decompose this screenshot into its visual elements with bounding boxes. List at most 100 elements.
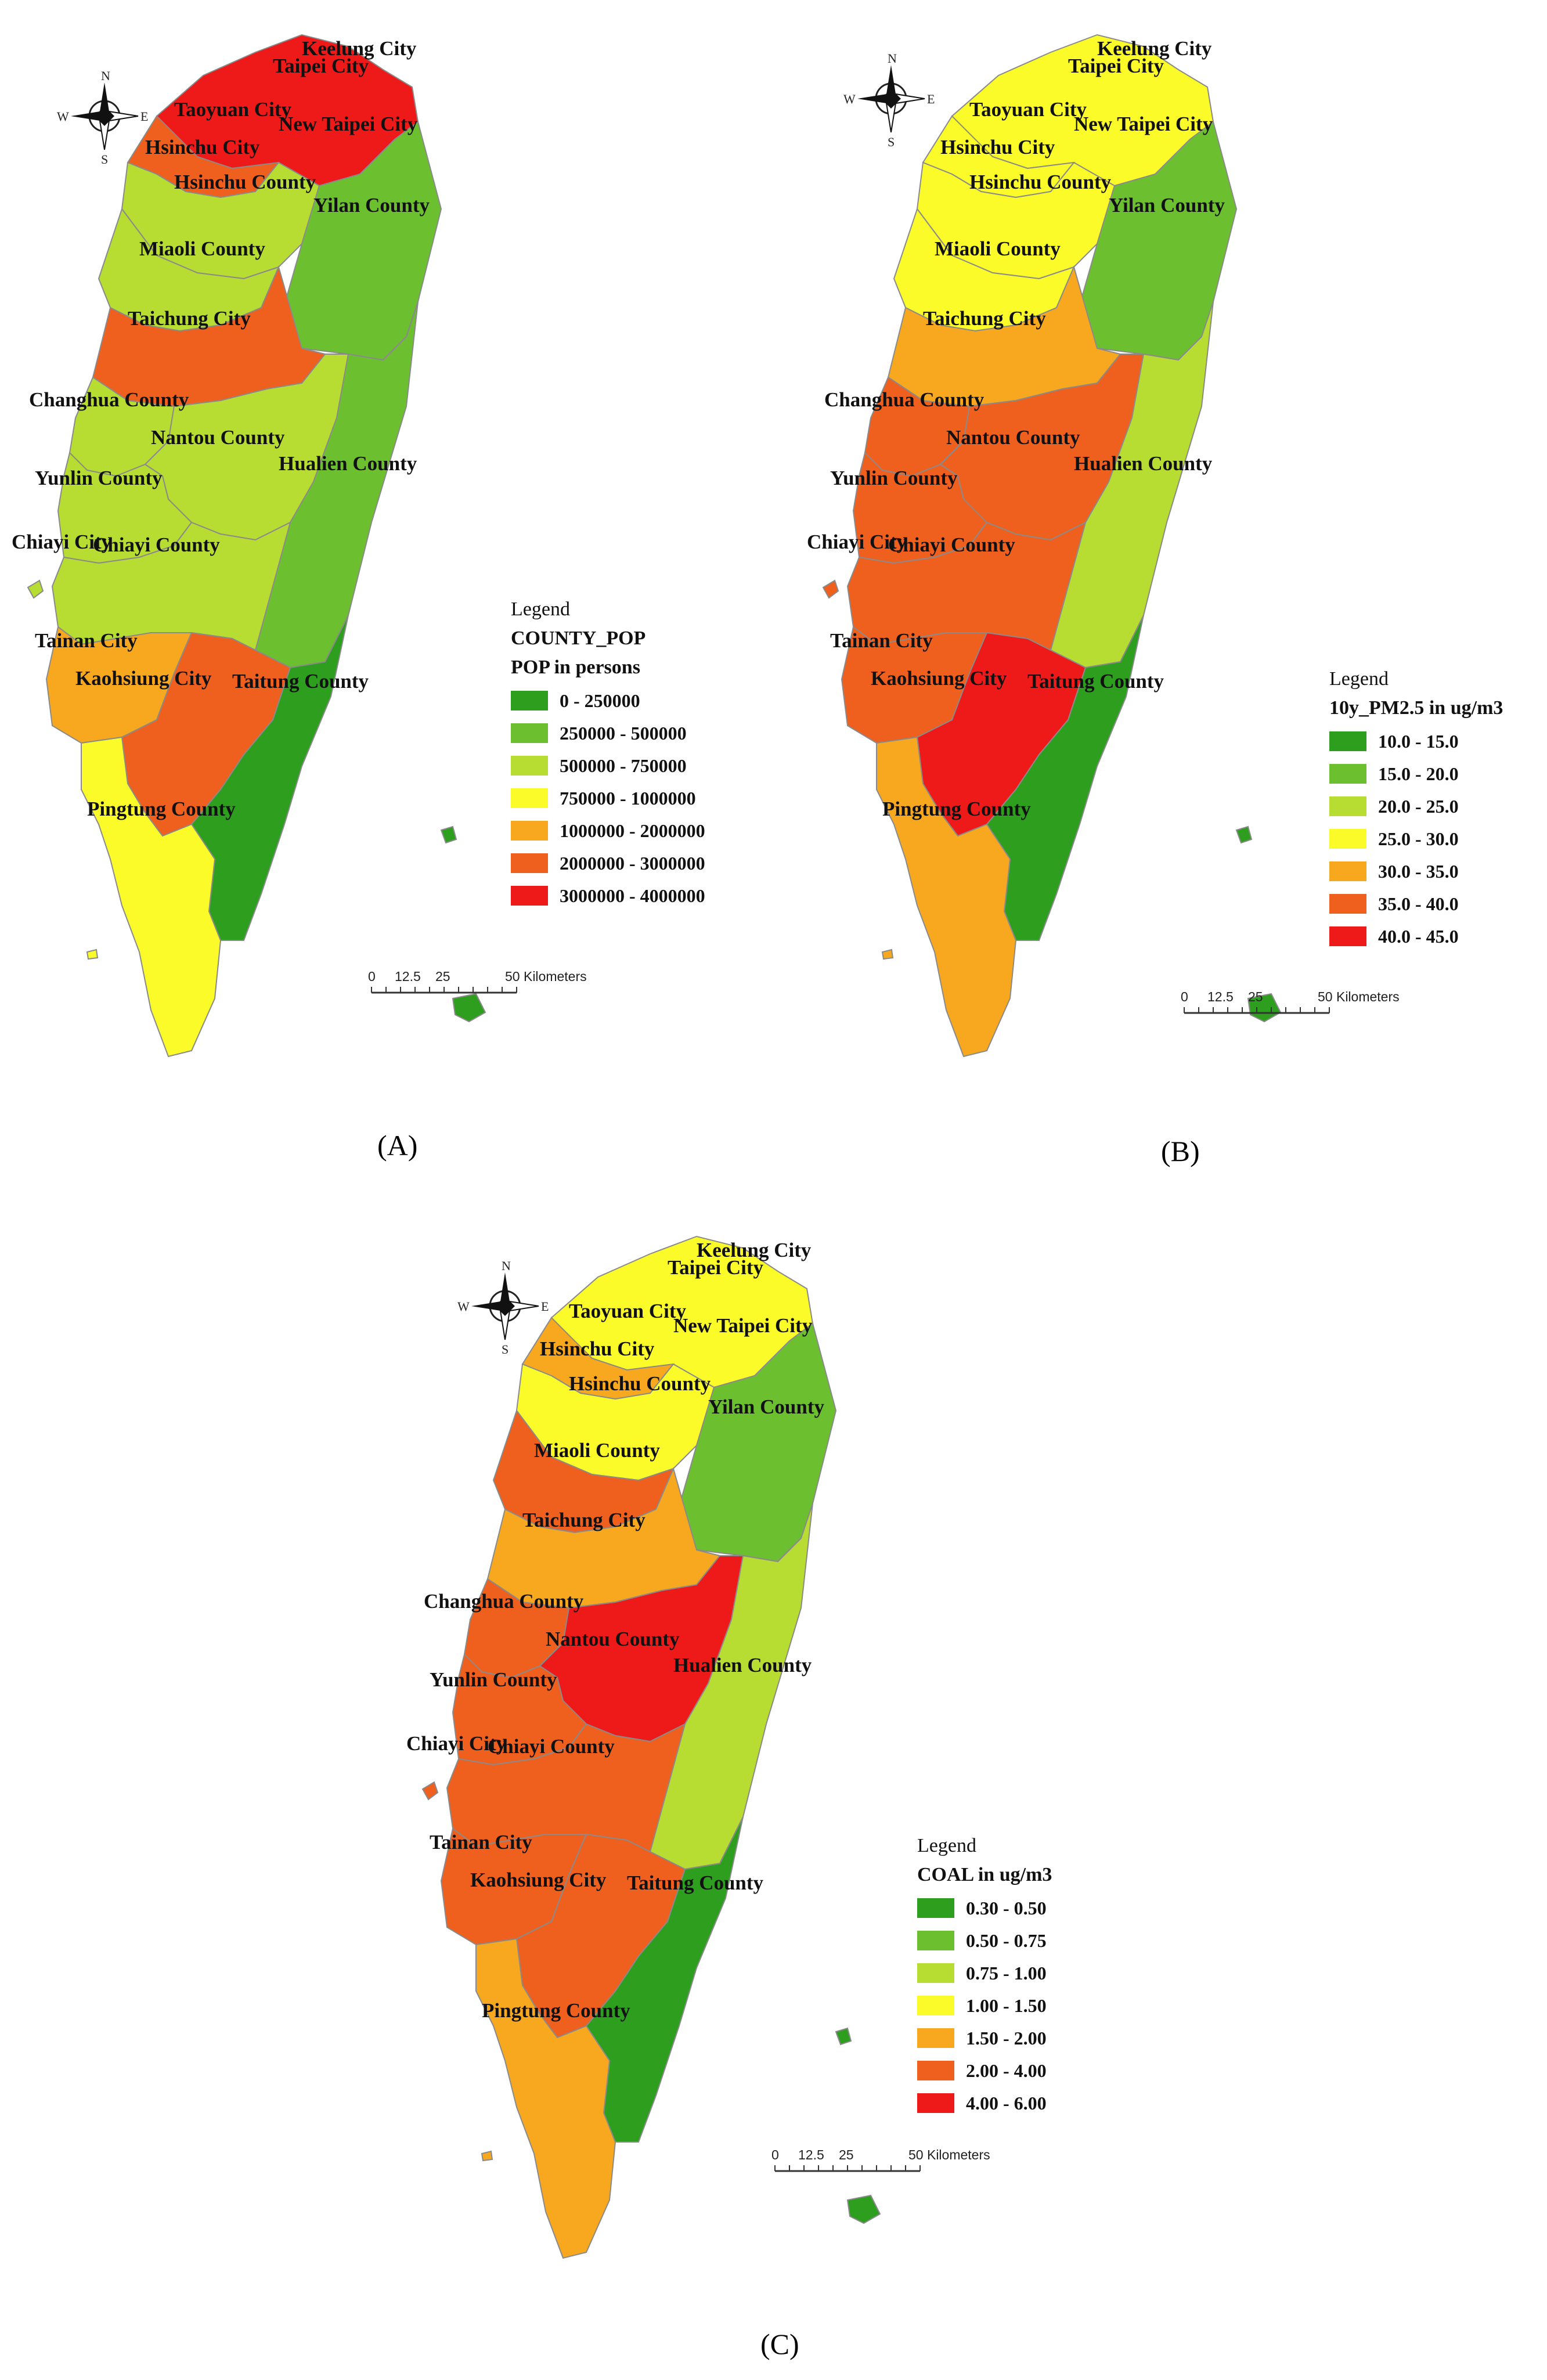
scale-tick-12.5: 12.5: [395, 969, 421, 984]
legend-swatch: [511, 723, 548, 743]
legend-class-label: 0.30 - 0.50: [966, 1898, 1047, 1919]
label-keelung: Keelung City: [302, 37, 417, 60]
compass-s: S: [888, 135, 895, 149]
scale-bar: 0 12.5 25 50 Kilometers: [1181, 989, 1400, 1014]
legend-layer: COAL in ug/m3: [917, 1864, 1052, 1885]
label-taoyuan: Taoyuan City: [569, 1300, 686, 1322]
legend: Legend 10y_PM2.5 in ug/m3 10.0 - 15.0 15.0 …: [1329, 668, 1503, 947]
legend-heading: Legend: [511, 598, 570, 620]
legend-swatch: [511, 756, 548, 776]
region-pingtung: [475, 1938, 616, 2259]
island-penghu: [421, 1781, 439, 1801]
legend-class-label: 3000000 - 4000000: [560, 885, 705, 906]
scale-tick-50: 50 Kilometers: [908, 2147, 990, 2162]
label-hsinchu-county: Hsinchu County: [174, 171, 316, 193]
label-chiayi-county: Chiayi County: [93, 533, 220, 556]
compass-n: N: [101, 68, 110, 83]
label-yilan: Yilan County: [1109, 194, 1225, 217]
legend-class-label: 0.50 - 0.75: [966, 1930, 1047, 1951]
island-green: [440, 825, 457, 844]
legend-class-label: 500000 - 750000: [560, 755, 687, 776]
island-green: [1235, 825, 1253, 844]
legend-swatch: [1329, 926, 1366, 946]
north-arrow-icon: N S E W: [457, 1258, 549, 1357]
label-tainan: Tainan City: [430, 1831, 532, 1853]
island-liuqiu: [481, 2150, 493, 2162]
legend-swatch: [1329, 764, 1366, 784]
panel-label-c: (C): [760, 2328, 799, 2360]
legend-swatch: [511, 821, 548, 841]
compass-s: S: [502, 1342, 509, 1357]
label-tainan: Tainan City: [830, 629, 933, 652]
label-yunlin: Yunlin County: [430, 1668, 557, 1691]
legend-swatch: [917, 1963, 954, 1983]
legend-swatch: [917, 2061, 954, 2080]
island-orchid: [1247, 993, 1282, 1023]
scale-tick-0: 0: [771, 2147, 779, 2162]
label-hualien: Hualien County: [279, 452, 417, 475]
legend-swatch: [917, 2093, 954, 2113]
label-hualien: Hualien County: [673, 1654, 812, 1676]
label-changhua: Changhua County: [29, 388, 189, 411]
label-taipei: Taipei City: [668, 1256, 763, 1279]
region-taitung: [986, 615, 1144, 941]
compass-w: W: [57, 109, 69, 124]
label-yunlin: Yunlin County: [35, 467, 163, 489]
label-hualien: Hualien County: [1074, 452, 1213, 475]
legend-swatch: [1329, 796, 1366, 816]
legend-swatch: [917, 1898, 954, 1918]
scale-tick-12.5: 12.5: [798, 2147, 824, 2162]
label-changhua: Changhua County: [824, 388, 985, 411]
label-taichung: Taichung City: [923, 307, 1046, 330]
legend-class-label: 20.0 - 25.0: [1378, 796, 1459, 817]
label-taipei: Taipei City: [1068, 55, 1164, 77]
label-miaoli: Miaoli County: [534, 1439, 660, 1462]
legend-heading: Legend: [917, 1835, 976, 1856]
legend-swatch: [1329, 829, 1366, 849]
label-taitung: Taitung County: [627, 1871, 764, 1894]
label-miaoli: Miaoli County: [935, 237, 1061, 260]
legend-class-label: 0.75 - 1.00: [966, 1963, 1047, 1984]
legend-layer: COUNTY_POP: [511, 628, 646, 649]
legend-swatch: [917, 1931, 954, 1950]
scale-bar: 0 12.5 25 50 Kilometers: [368, 969, 587, 994]
label-nantou: Nantou County: [546, 1628, 680, 1650]
compass-w: W: [843, 92, 856, 106]
compass-s: S: [101, 152, 108, 167]
legend-swatch: [511, 886, 548, 906]
legend-swatch: [1329, 861, 1366, 881]
island-liuqiu: [881, 949, 894, 960]
label-hsinchu-county: Hsinchu County: [969, 171, 1112, 193]
scale-tick-25: 25: [1248, 989, 1263, 1004]
label-nantou: Nantou County: [946, 426, 1080, 449]
legend-class-label: 250000 - 500000: [560, 723, 687, 744]
island-liuqiu: [86, 949, 99, 960]
label-new-taipei: New Taipei City: [1074, 113, 1213, 135]
legend-class-label: 1000000 - 2000000: [560, 820, 705, 841]
legend-class-label: 35.0 - 40.0: [1378, 893, 1459, 914]
island-orchid: [846, 2194, 881, 2224]
label-taichung: Taichung City: [522, 1509, 646, 1531]
legend-swatch: [1329, 894, 1366, 914]
label-taitung: Taitung County: [232, 670, 369, 693]
legend-layer: 10y_PM2.5 in ug/m3: [1329, 697, 1503, 719]
legend-class-label: 2.00 - 4.00: [966, 2060, 1047, 2081]
legend-class-label: 750000 - 1000000: [560, 788, 696, 809]
label-chiayi-county: Chiayi County: [488, 1735, 615, 1758]
legend-class-label: 1.50 - 2.00: [966, 2028, 1047, 2049]
region-pingtung: [81, 736, 222, 1058]
label-yilan: Yilan County: [708, 1395, 825, 1418]
island-orchid: [452, 993, 486, 1023]
label-hsinchu-county: Hsinchu County: [569, 1372, 711, 1395]
legend-class-label: 10.0 - 15.0: [1378, 731, 1459, 752]
label-keelung: Keelung City: [697, 1239, 812, 1261]
panel-label-a: (A): [377, 1129, 417, 1162]
label-chiayi-county: Chiayi County: [888, 533, 1015, 556]
legend: Legend COUNTY_POP POP in persons 0 - 250000…: [511, 598, 705, 906]
label-keelung: Keelung City: [1097, 37, 1212, 60]
legend-swatch: [917, 2028, 954, 2048]
label-yunlin: Yunlin County: [830, 467, 958, 489]
island-penghu: [822, 579, 839, 599]
label-miaoli: Miaoli County: [139, 237, 265, 260]
